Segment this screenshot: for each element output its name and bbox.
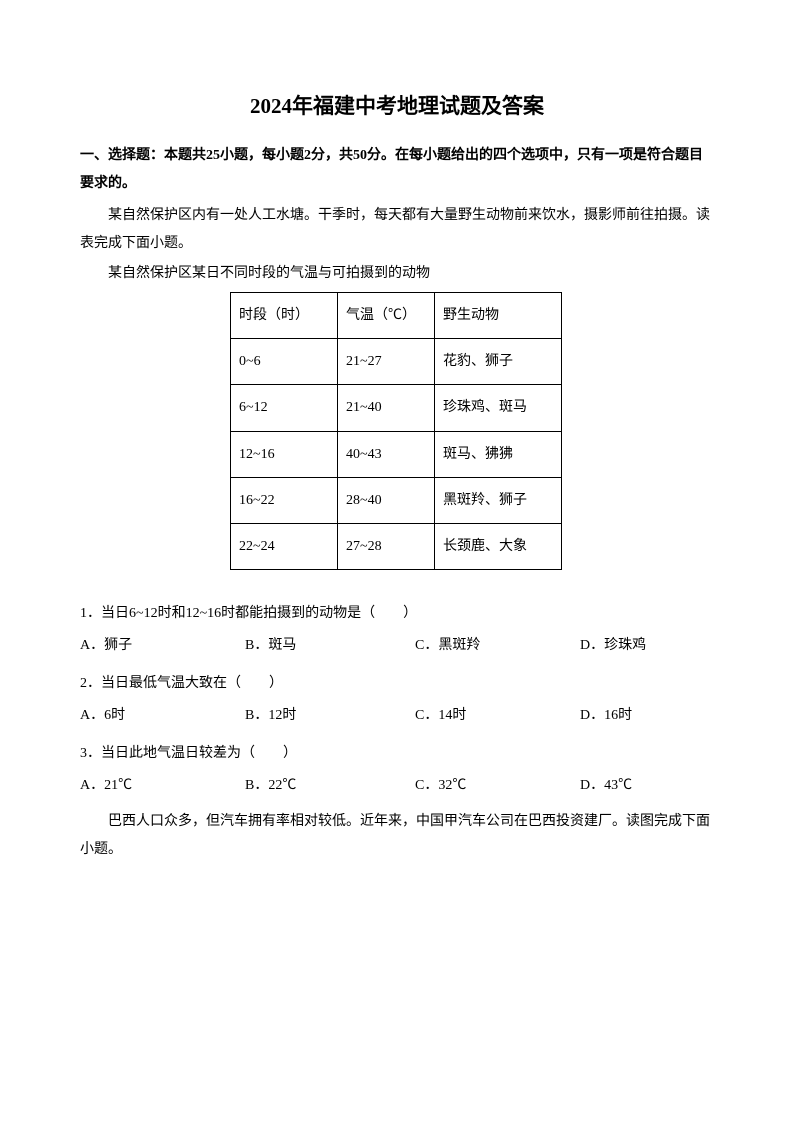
intro-paragraph-1: 某自然保护区内有一处人工水塘。干季时，每天都有大量野生动物前来饮水，摄影师前往拍… (80, 202, 714, 258)
section-header: 一、选择题：本题共25小题，每小题2分，共50分。在每小题给出的四个选项中，只有… (80, 142, 714, 198)
table-row: 6~12 21~40 珍珠鸡、斑马 (231, 385, 562, 431)
table-cell: 21~27 (338, 339, 435, 385)
question-2: 2．当日最低气温大致在（ ） (80, 670, 714, 698)
table-cell: 0~6 (231, 339, 338, 385)
table-row: 22~24 27~28 长颈鹿、大象 (231, 523, 562, 569)
table-cell: 斑马、狒狒 (435, 431, 562, 477)
table-cell: 珍珠鸡、斑马 (435, 385, 562, 431)
table-header-cell: 野生动物 (435, 293, 562, 339)
option-b: B．斑马 (245, 632, 415, 660)
table-cell: 花豹、狮子 (435, 339, 562, 385)
question-1: 1．当日6~12时和12~16时都能拍摄到的动物是（ ） (80, 600, 714, 628)
table-cell: 27~28 (338, 523, 435, 569)
table-cell: 22~24 (231, 523, 338, 569)
table-cell: 21~40 (338, 385, 435, 431)
table-header-cell: 气温（℃） (338, 293, 435, 339)
table-row: 12~16 40~43 斑马、狒狒 (231, 431, 562, 477)
option-d: D．16时 (580, 702, 710, 730)
data-table: 时段（时） 气温（℃） 野生动物 0~6 21~27 花豹、狮子 6~12 21… (230, 292, 562, 570)
option-a: A．6时 (80, 702, 245, 730)
table-cell: 16~22 (231, 477, 338, 523)
option-c: C．14时 (415, 702, 580, 730)
option-d: D．43℃ (580, 772, 710, 800)
table-cell: 6~12 (231, 385, 338, 431)
option-b: B．22℃ (245, 772, 415, 800)
table-row: 0~6 21~27 花豹、狮子 (231, 339, 562, 385)
option-a: A．21℃ (80, 772, 245, 800)
table-cell: 40~43 (338, 431, 435, 477)
question-3-options: A．21℃ B．22℃ C．32℃ D．43℃ (80, 772, 714, 800)
table-cell: 长颈鹿、大象 (435, 523, 562, 569)
table-header-row: 时段（时） 气温（℃） 野生动物 (231, 293, 562, 339)
table-header-cell: 时段（时） (231, 293, 338, 339)
intro-paragraph-2: 巴西人口众多，但汽车拥有率相对较低。近年来，中国甲汽车公司在巴西投资建厂。读图完… (80, 808, 714, 864)
question-1-options: A．狮子 B．斑马 C．黑斑羚 D．珍珠鸡 (80, 632, 714, 660)
question-2-options: A．6时 B．12时 C．14时 D．16时 (80, 702, 714, 730)
option-b: B．12时 (245, 702, 415, 730)
option-d: D．珍珠鸡 (580, 632, 710, 660)
option-c: C．32℃ (415, 772, 580, 800)
table-cell: 黑斑羚、狮子 (435, 477, 562, 523)
table-caption: 某自然保护区某日不同时段的气温与可拍摄到的动物 (80, 260, 714, 288)
question-3: 3．当日此地气温日较差为（ ） (80, 740, 714, 768)
table-row: 16~22 28~40 黑斑羚、狮子 (231, 477, 562, 523)
page-title: 2024年福建中考地理试题及答案 (80, 90, 714, 120)
table-cell: 12~16 (231, 431, 338, 477)
option-c: C．黑斑羚 (415, 632, 580, 660)
option-a: A．狮子 (80, 632, 245, 660)
table-cell: 28~40 (338, 477, 435, 523)
